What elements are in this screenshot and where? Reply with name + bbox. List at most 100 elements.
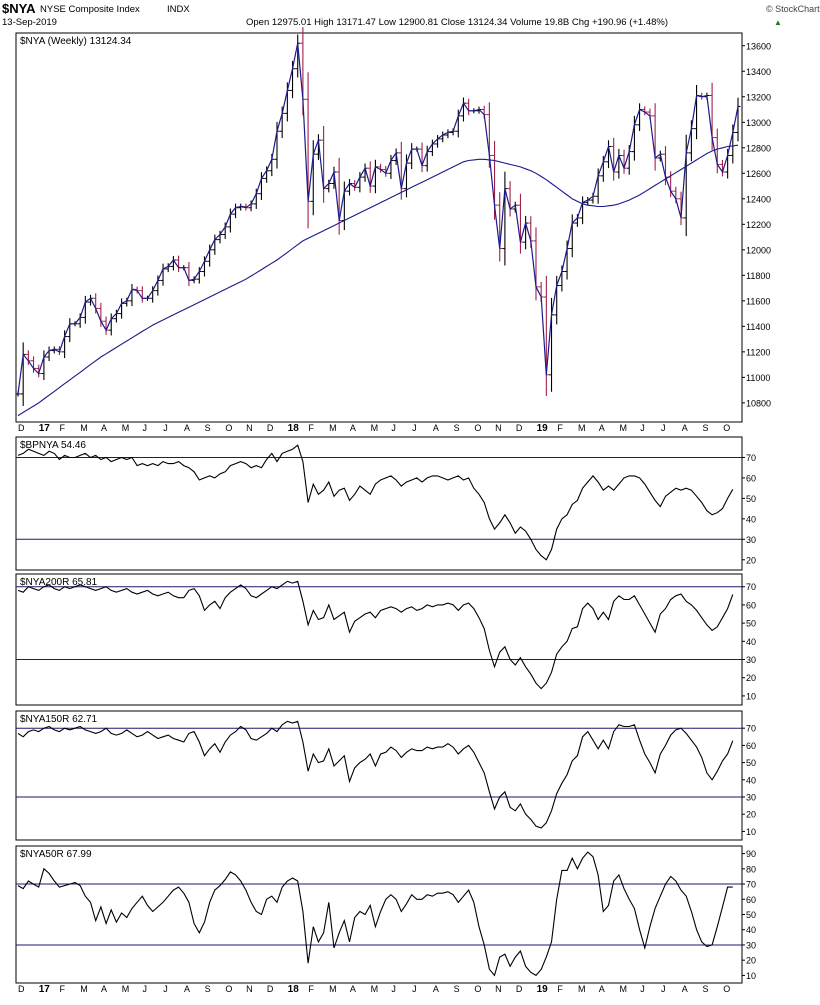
price-x-tick: M <box>578 423 586 433</box>
bottom-x-tick: A <box>350 984 356 994</box>
y-tick-label: 50 <box>746 494 756 504</box>
price-x-tick: A <box>101 423 107 433</box>
indicator-line-2 <box>17 580 734 690</box>
y-tick-label: 60 <box>746 600 756 610</box>
price-x-tick: A <box>350 423 356 433</box>
bottom-x-tick: 18 <box>288 984 300 995</box>
y-axis: 20 30 40 50 60 70 <box>742 453 756 565</box>
panel-label: $NYA50R 67.99 <box>20 849 92 860</box>
bottom-x-tick: 19 <box>537 984 549 995</box>
y-tick-label: 13400 <box>746 67 771 77</box>
chart-panels: 10800 11000 11200 11400 11600 11800 12000 12200… <box>15 27 771 995</box>
price-x-tick: J <box>412 423 417 433</box>
y-tick-label: 11800 <box>746 271 770 281</box>
y-tick-label: 40 <box>746 514 756 524</box>
price-x-tick: F <box>557 423 563 433</box>
bottom-x-tick: N <box>495 984 502 994</box>
price-x-tick: 19 <box>537 423 549 434</box>
bottom-x-tick: O <box>225 984 232 994</box>
y-tick-label: 20 <box>746 673 756 683</box>
y-tick-label: 12800 <box>746 143 771 153</box>
price-x-tick: M <box>80 423 88 433</box>
price-x-tick: J <box>661 423 666 433</box>
bottom-x-tick: O <box>474 984 481 994</box>
bottom-x-tick: M <box>371 984 379 994</box>
price-x-tick: D <box>267 423 274 433</box>
price-x-tick: N <box>246 423 253 433</box>
y-tick-label: 60 <box>746 895 756 905</box>
y-tick-label: 30 <box>746 793 756 803</box>
indicator-line-1 <box>17 444 734 561</box>
quote-line: Open 12975.01 High 13171.47 Low 12900.81… <box>246 17 668 28</box>
y-tick-label: 40 <box>746 925 756 935</box>
y-tick-label: 80 <box>746 864 756 874</box>
bottom-x-tick: S <box>205 984 211 994</box>
bottom-x-tick: M <box>578 984 586 994</box>
price-x-tick: D <box>516 423 523 433</box>
indicator-panel-4: 10 20 30 40 50 60 70 80 90 $NYA50R 67.99 <box>15 845 756 984</box>
bottom-x-tick: J <box>640 984 645 994</box>
change-arrow-icon: ▲ <box>774 18 782 27</box>
y-tick-label: 12600 <box>746 169 771 179</box>
price-x-axis: D 17 F M A M J J A S O N D 18 F M A M J J A S O N D 19 F M A M J J A S O <box>18 423 730 434</box>
price-x-tick: 17 <box>39 423 51 434</box>
bottom-x-tick: D <box>18 984 25 994</box>
panel-label: $NYA200R 65.81 <box>20 577 98 588</box>
indicator-line-4 <box>17 851 733 977</box>
panel-frame <box>15 573 743 706</box>
indicator-panel-3: 10 20 30 40 50 60 70 $NYA150R 62.71 <box>15 710 756 841</box>
y-tick-label: 30 <box>746 535 756 545</box>
bottom-x-tick: D <box>516 984 523 994</box>
bottom-x-tick: A <box>599 984 605 994</box>
y-tick-label: 70 <box>746 582 756 592</box>
chart-copyright: © StockCharts.com <box>766 4 820 14</box>
price-x-tick: O <box>723 423 730 433</box>
bottom-x-tick: M <box>329 984 337 994</box>
y-tick-label: 60 <box>746 473 756 483</box>
y-tick-label: 50 <box>746 910 756 920</box>
y-axis: 10 20 30 40 50 60 70 <box>742 724 756 837</box>
chart-exchange: INDX <box>167 4 190 15</box>
bottom-x-tick: F <box>59 984 65 994</box>
y-tick-label: 50 <box>746 758 756 768</box>
y-tick-label: 20 <box>746 956 756 966</box>
y-tick-label: 10800 <box>746 398 771 408</box>
y-tick-label: 11000 <box>746 373 770 383</box>
y-tick-label: 11600 <box>746 296 770 306</box>
bottom-x-tick: F <box>308 984 314 994</box>
panel-label: $BPNYA 54.46 <box>20 440 86 451</box>
bottom-x-tick: J <box>412 984 417 994</box>
y-tick-label: 12400 <box>746 194 771 204</box>
price-x-tick: M <box>329 423 337 433</box>
price-x-tick: M <box>371 423 379 433</box>
y-axis: 10 20 30 40 50 60 70 <box>742 582 756 701</box>
price-x-tick: J <box>163 423 168 433</box>
price-x-tick: A <box>599 423 605 433</box>
y-tick-label: 70 <box>746 453 756 463</box>
bottom-x-tick: A <box>184 984 190 994</box>
price-close-line <box>17 43 739 394</box>
panel-frame <box>15 710 743 841</box>
y-tick-label: 10 <box>746 971 756 981</box>
indicator-panel-2: 10 20 30 40 50 60 70 $NYA200R 65.81 <box>15 573 756 706</box>
panel-label: $NYA150R 62.71 <box>20 714 98 725</box>
price-x-tick: S <box>703 423 709 433</box>
y-tick-label: 11200 <box>746 347 770 357</box>
price-x-tick: A <box>682 423 688 433</box>
bottom-x-tick: A <box>433 984 439 994</box>
y-tick-label: 20 <box>746 810 756 820</box>
y-tick-label: 10 <box>746 691 756 701</box>
y-tick-label: 13200 <box>746 92 771 102</box>
bottom-x-tick: A <box>101 984 107 994</box>
bottom-x-tick: J <box>391 984 396 994</box>
moving-average-line <box>17 144 739 417</box>
price-panel: 10800 11000 11200 11400 11600 11800 12000 12200… <box>15 27 771 423</box>
y-axis: 10 20 30 40 50 60 70 80 90 <box>742 849 756 981</box>
panel-frame <box>15 32 743 423</box>
y-tick-label: 40 <box>746 637 756 647</box>
y-tick-label: 20 <box>746 555 756 565</box>
panel-label: $NYA (Weekly) 13124.34 <box>20 36 132 47</box>
price-x-tick: N <box>495 423 502 433</box>
y-tick-label: 11400 <box>746 322 770 332</box>
